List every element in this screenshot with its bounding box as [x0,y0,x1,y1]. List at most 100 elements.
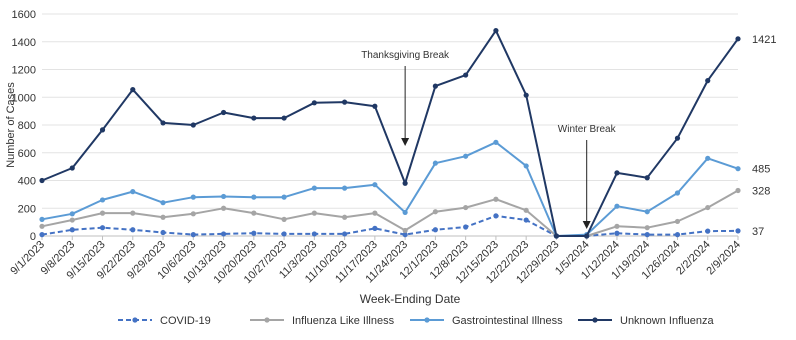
legend: COVID-19 Influenza Like Illness Gastrointe… [118,315,714,327]
data-point [523,163,529,169]
y-tick-label: 1000 [12,92,36,104]
data-point [432,227,438,233]
series-unknown-influenza [39,28,741,239]
data-point [674,218,681,225]
data-point [493,28,499,34]
data-point [372,103,378,109]
data-point [130,210,136,216]
data-point [614,230,620,236]
data-point [372,210,378,216]
legend-swatch-marker [132,317,138,323]
data-point [220,193,227,200]
gridlines [42,13,738,237]
data-point [523,92,529,98]
data-point [463,224,469,230]
data-point [190,122,196,128]
x-axis-title: Week-Ending Date [360,292,461,306]
data-point [614,223,620,229]
data-point [160,229,166,236]
end-labels: 37 328 485 1421 [752,34,776,238]
data-point [311,100,317,106]
end-value-label: 328 [752,185,770,197]
legend-item: Gastrointestinal Illness [410,315,563,327]
data-point [463,204,469,211]
data-point [160,200,166,206]
data-point [735,187,741,194]
data-point [705,228,711,234]
y-axis-title: Number of Cases [5,82,17,168]
data-point [39,177,45,184]
legend-swatch-marker [592,317,598,323]
data-point [523,217,529,223]
data-point [372,182,378,188]
data-point [342,231,348,237]
legend-swatch-marker [264,317,270,323]
data-point [432,160,438,166]
data-point [311,210,317,216]
data-point [281,231,287,237]
legend-label: COVID-19 [160,315,211,327]
data-point [463,72,469,78]
legend-label: Unknown Influenza [620,315,714,327]
data-point [190,232,196,238]
data-point [402,209,408,216]
data-point [281,194,287,200]
series-line [41,141,739,237]
series-influenza-like-illness [39,187,741,239]
data-point [251,230,257,236]
data-point [69,211,75,217]
legend-item: Influenza Like Illness [250,315,395,327]
data-point [402,180,408,186]
data-point [281,216,287,222]
end-value-label: 1421 [752,34,776,46]
data-point [99,197,106,203]
data-point [311,231,317,237]
end-value-label: 37 [752,226,764,238]
annotations: Thanksgiving Break Winter Break [361,50,617,229]
legend-label: Influenza Like Illness [292,315,395,327]
end-value-label: 485 [752,164,770,176]
data-point [432,209,438,215]
data-point [735,166,741,172]
legend-swatch-marker [424,317,430,323]
series-line [41,29,739,237]
data-point [99,127,106,133]
data-point [160,120,166,126]
data-point [220,205,227,211]
data-point [39,216,45,222]
data-point [614,170,620,176]
annotation-label: Thanksgiving Break [361,50,450,61]
data-point [160,214,166,220]
y-tick-label: 400 [18,176,36,188]
data-point [69,217,75,223]
series-covid-19 [39,213,741,239]
data-point [523,207,529,213]
y-tick-label: 1200 [12,65,36,77]
data-point [705,204,711,211]
series-gastrointestinal-illness [39,139,741,239]
data-point [342,185,348,191]
data-point [130,87,136,93]
data-point [190,211,196,217]
data-point [584,233,590,239]
data-point [463,153,469,159]
legend-item: Unknown Influenza [578,315,714,327]
data-point [735,36,741,42]
legend-label: Gastrointestinal Illness [452,315,563,327]
data-point [674,135,681,141]
y-tick-label: 1400 [12,37,36,49]
annotation-arrowhead [582,221,591,229]
data-point [493,196,499,202]
data-point [342,99,348,105]
data-point [251,210,257,216]
data-point [402,227,408,234]
data-point [69,165,75,171]
data-point [614,203,620,209]
data-point [705,155,711,161]
data-point [251,194,257,200]
y-tick-label: 0 [30,231,36,243]
data-point [220,109,227,116]
data-point [644,232,650,238]
